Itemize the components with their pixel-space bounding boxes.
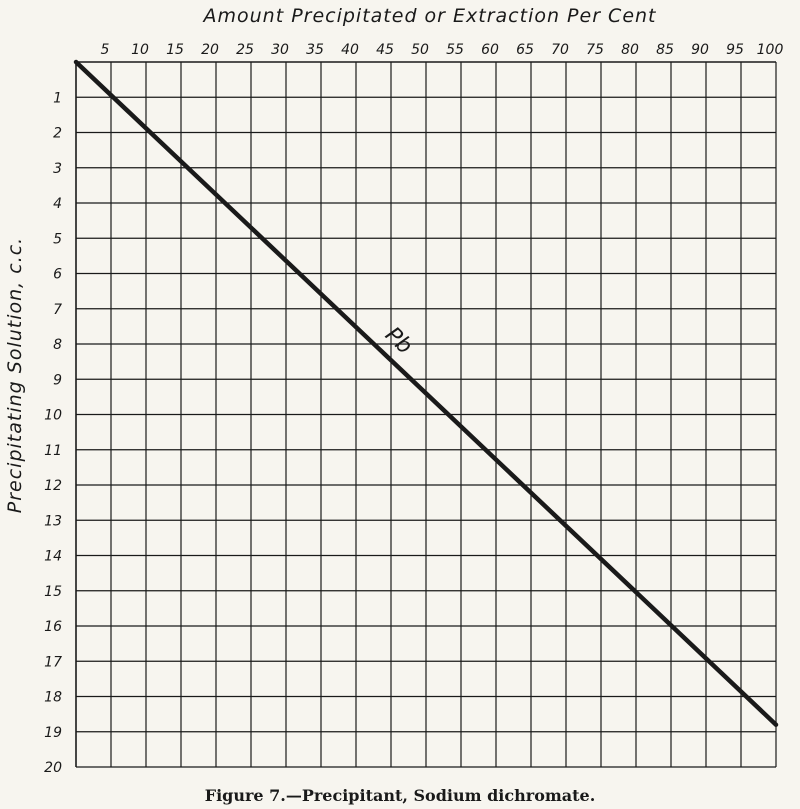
x-tick-label-80: 80 — [621, 42, 639, 58]
x-tick-label-20: 20 — [201, 42, 219, 58]
y-tick-label-2: 2 — [53, 126, 62, 142]
y-axis-title: Precipitating Solution, c.c. — [4, 237, 26, 513]
x-tick-label-55: 55 — [446, 42, 464, 58]
x-tick-label-60: 60 — [481, 42, 499, 58]
y-tick-label-4: 4 — [53, 196, 62, 212]
y-tick-label-3: 3 — [53, 161, 62, 177]
y-tick-label-5: 5 — [53, 231, 62, 247]
y-tick-label-8: 8 — [53, 337, 62, 353]
y-tick-label-14: 14 — [44, 549, 62, 565]
x-tick-label-75: 75 — [586, 42, 604, 58]
x-tick-label-65: 65 — [516, 42, 534, 58]
y-tick-label-11: 11 — [44, 443, 62, 459]
x-tick-label-90: 90 — [691, 42, 709, 58]
y-tick-label-1: 1 — [53, 90, 62, 106]
y-tick-label-9: 9 — [53, 372, 62, 388]
y-tick-label-19: 19 — [44, 725, 62, 741]
y-tick-label-6: 6 — [53, 267, 62, 283]
figure-caption: Figure 7.—Precipitant, Sodium dichromate… — [204, 786, 596, 805]
x-tick-label-40: 40 — [341, 42, 359, 58]
chart: 5 10 15 20 25 30 35 40 45 50 55 60 65 70 75 80 85 90 95 100… — [4, 5, 783, 776]
y-tick-label-17: 17 — [44, 654, 62, 670]
grid — [75, 61, 777, 768]
x-tick-label-100: 100 — [757, 42, 784, 58]
x-tick-label-10: 10 — [131, 42, 149, 58]
x-tick-label-50: 50 — [411, 42, 429, 58]
y-tick-label-13: 13 — [44, 513, 62, 529]
y-tick-label-16: 16 — [44, 619, 62, 635]
y-tick-label-18: 18 — [44, 690, 62, 706]
series-line-pb — [73, 59, 779, 727]
x-tick-label-85: 85 — [656, 42, 674, 58]
y-tick-label-10: 10 — [44, 408, 62, 424]
x-tick-label-45: 45 — [376, 42, 394, 58]
x-tick-label-35: 35 — [306, 42, 324, 58]
x-tick-label-70: 70 — [551, 42, 569, 58]
x-tick-label-15: 15 — [166, 42, 184, 58]
y-tick-label-12: 12 — [44, 478, 62, 494]
x-tick-label-30: 30 — [271, 42, 289, 58]
x-tick-label-25: 25 — [236, 42, 254, 58]
y-tick-label-7: 7 — [53, 302, 62, 318]
x-tick-label-5: 5 — [101, 42, 110, 58]
y-tick-label-15: 15 — [44, 584, 62, 600]
series-layer — [73, 59, 779, 727]
y-tick-label-20: 20 — [44, 760, 62, 776]
x-axis-title: Amount Precipitated or Extraction Per Ce… — [201, 5, 657, 27]
tick-labels: 5 10 15 20 25 30 35 40 45 50 55 60 65 70 75 80 85 90 95 100… — [44, 42, 783, 776]
x-tick-label-95: 95 — [726, 42, 744, 58]
